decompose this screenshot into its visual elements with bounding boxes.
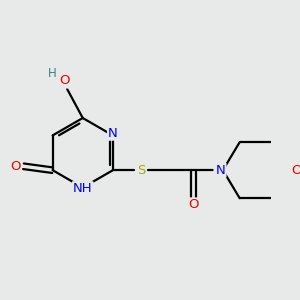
- Text: O: O: [188, 199, 199, 212]
- Text: N: N: [108, 127, 118, 140]
- Text: S: S: [137, 164, 145, 177]
- Text: H: H: [48, 67, 57, 80]
- Text: N: N: [214, 164, 224, 177]
- Text: O: O: [292, 164, 300, 177]
- Text: NH: NH: [73, 182, 93, 195]
- Text: O: O: [59, 74, 70, 88]
- Text: N: N: [216, 164, 226, 177]
- Text: O: O: [10, 160, 21, 173]
